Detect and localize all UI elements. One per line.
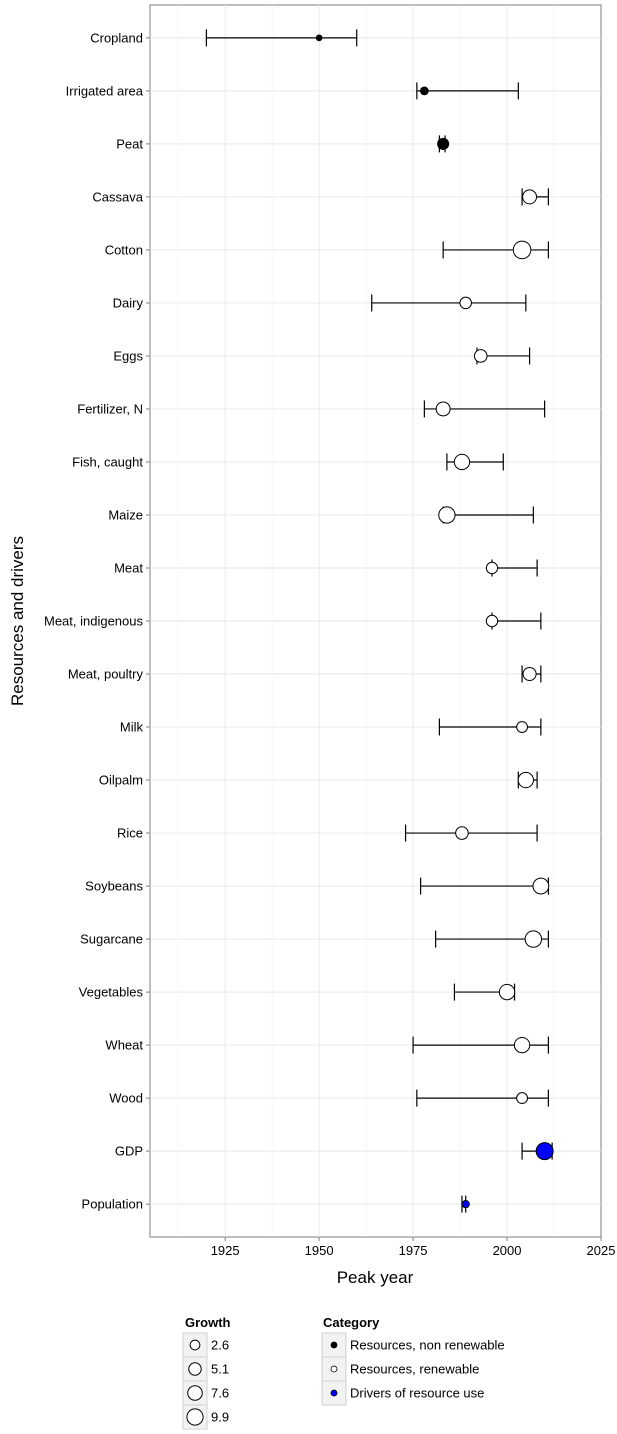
data-point: [522, 189, 538, 205]
y-tick-label: Oilpalm: [99, 773, 143, 788]
y-tick-label: Fertilizer, N: [77, 401, 143, 416]
data-points: [315, 34, 554, 1209]
y-tick-label: Irrigated area: [66, 83, 144, 98]
y-tick-label: Maize: [108, 507, 143, 522]
category-legend-symbol: [330, 1341, 338, 1349]
x-axis-label: Peak year: [337, 1268, 414, 1287]
growth-legend-symbol: [188, 1362, 202, 1376]
growth-legend-symbol: [187, 1385, 203, 1401]
y-tick-label: Wheat: [105, 1038, 143, 1053]
data-point: [517, 771, 534, 789]
y-tick-label: Milk: [120, 720, 144, 735]
data-point: [513, 1036, 531, 1054]
y-tick-label: Cropland: [90, 30, 143, 45]
growth-legend-label: 5.1: [211, 1362, 229, 1377]
data-point: [459, 296, 472, 310]
y-tick-label: Eggs: [113, 348, 143, 363]
category-legend-symbol: [330, 1389, 338, 1397]
data-point: [532, 877, 550, 895]
data-point: [516, 721, 529, 733]
growth-legend-title: Growth: [185, 1315, 231, 1330]
y-tick-label: Meat: [114, 560, 143, 575]
data-point: [512, 240, 532, 260]
category-labels: Cropland Irrigated area Peat Cassava Cotton D…: [44, 30, 150, 1212]
y-tick-label: Cassava: [92, 189, 143, 204]
error-bars: [205, 29, 553, 1213]
data-point: [485, 614, 499, 628]
data-point: [522, 667, 537, 682]
growth-legend: Growth 2.6 5.1 7.6 9.9: [182, 1315, 231, 1430]
y-tick-label: Rice: [117, 826, 143, 841]
data-point: [435, 401, 451, 417]
data-point: [516, 1092, 529, 1105]
category-legend-title: Category: [323, 1315, 380, 1330]
x-tick-label: 2025: [587, 1243, 616, 1258]
growth-legend-key: [182, 1380, 208, 1406]
data-point: [437, 137, 450, 150]
y-tick-label: Cotton: [105, 242, 143, 257]
y-tick-label: Fish, caught: [72, 454, 143, 469]
growth-legend-label: 9.9: [211, 1410, 229, 1425]
data-point: [535, 1142, 554, 1161]
data-point: [498, 983, 516, 1001]
y-tick-label: Sugarcane: [80, 932, 143, 947]
data-point: [438, 506, 456, 524]
y-tick-label: GDP: [115, 1144, 143, 1159]
x-tick-label: 2000: [493, 1243, 522, 1258]
growth-legend-label: 7.6: [211, 1386, 229, 1401]
y-tick-label: Vegetables: [79, 985, 144, 1000]
y-tick-label: Meat, poultry: [68, 667, 144, 682]
category-legend-label: Resources, renewable: [350, 1362, 479, 1377]
y-tick-label: Wood: [109, 1091, 143, 1106]
x-tick-label: 1950: [305, 1243, 334, 1258]
category-legend-key: [321, 1332, 347, 1358]
y-tick-label: Meat, indigenous: [44, 614, 144, 629]
y-tick-label: Soybeans: [85, 879, 143, 894]
x-tick-label: 1925: [211, 1243, 240, 1258]
growth-legend-symbol: [186, 1408, 204, 1426]
data-point: [524, 930, 543, 948]
data-point: [315, 34, 323, 42]
y-axis-label: Resources and drivers: [8, 536, 27, 706]
y-tick-label: Peat: [116, 136, 143, 151]
data-point: [453, 453, 471, 471]
data-point: [455, 826, 469, 840]
category-legend-label: Resources, non renewable: [350, 1338, 505, 1353]
category-legend-symbol: [330, 1365, 338, 1373]
data-point: [419, 86, 429, 96]
growth-legend-symbol: [189, 1339, 201, 1351]
growth-legend-label: 2.6: [211, 1338, 229, 1353]
y-tick-label: Dairy: [113, 295, 144, 310]
category-legend: Category Resources, non renewable Resourc…: [321, 1315, 505, 1406]
x-tick-label: 1975: [399, 1243, 428, 1258]
data-point: [485, 561, 499, 575]
data-point: [473, 349, 488, 363]
data-point: [461, 1199, 470, 1209]
x-axis-ticks: 1925 1950 1975 2000 2025: [211, 1237, 616, 1258]
y-tick-label: Population: [82, 1197, 143, 1212]
category-legend-label: Drivers of resource use: [350, 1386, 484, 1401]
